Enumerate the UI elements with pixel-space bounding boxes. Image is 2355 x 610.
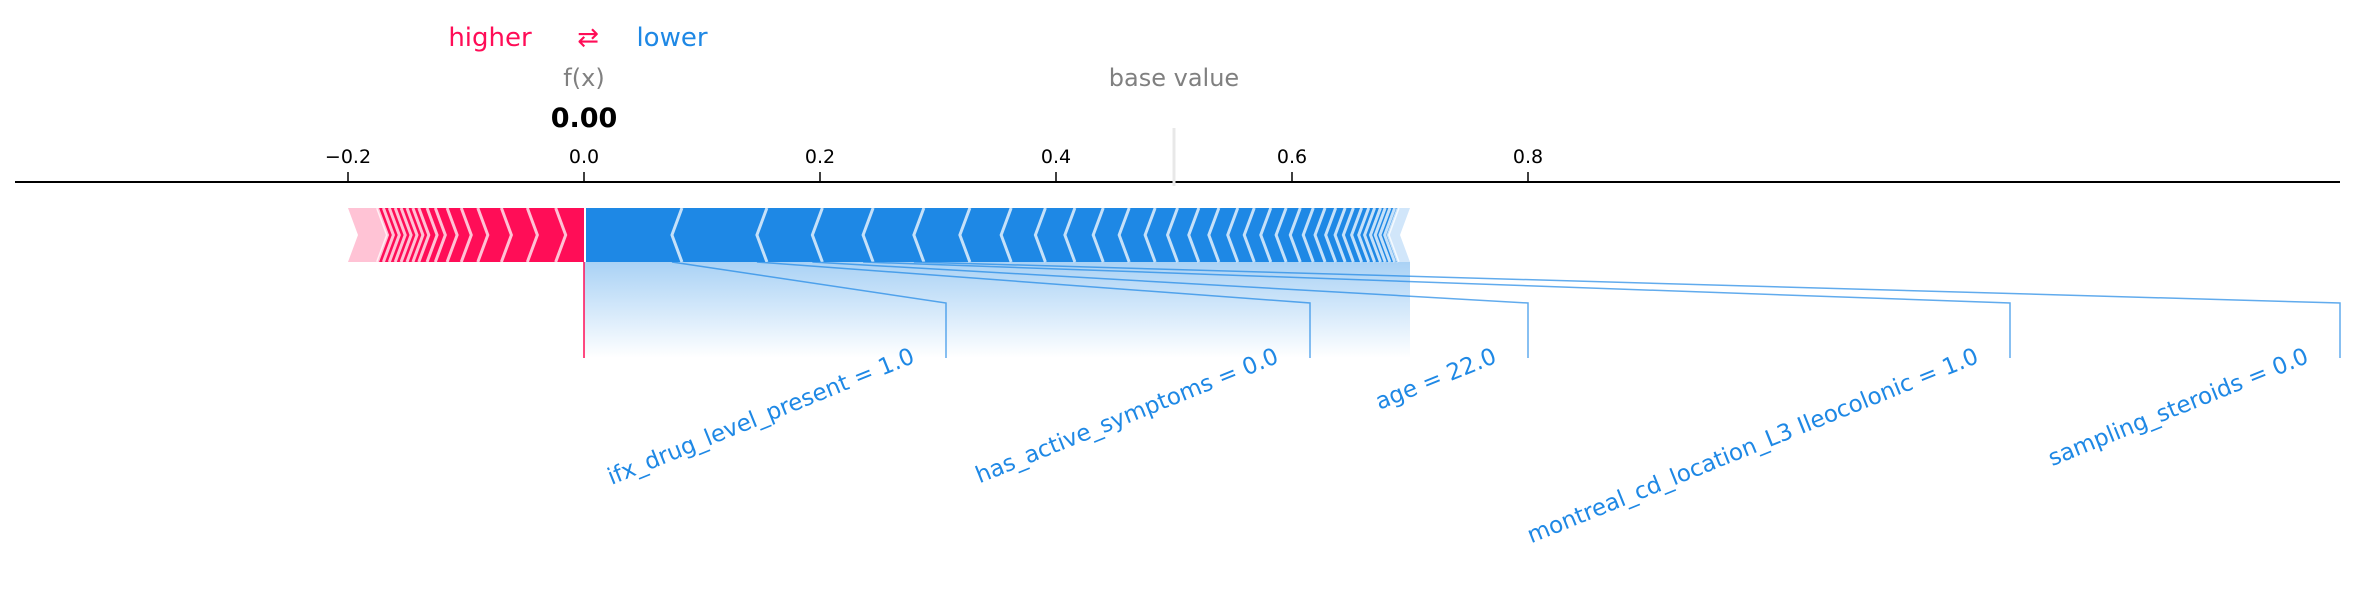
negative-chevron	[1378, 207, 1392, 263]
x-tick-label: 0.0	[569, 146, 599, 168]
negative-chevron	[1242, 207, 1256, 263]
negative-chevron	[861, 207, 875, 263]
positive-chevron	[459, 207, 473, 263]
x-tick-label: 0.2	[805, 146, 835, 168]
base-value-label: base value	[1109, 64, 1239, 92]
x-tick-label: 0.6	[1277, 146, 1307, 168]
negative-chevron	[1187, 207, 1201, 263]
negative-chevron	[810, 207, 824, 263]
negative-chevron	[999, 207, 1013, 263]
negative-chevron	[1226, 207, 1240, 263]
x-tick-label: −0.2	[325, 146, 371, 168]
negative-chevron	[1117, 207, 1131, 263]
negative-chevron	[1363, 207, 1377, 263]
negative-chevron	[958, 207, 972, 263]
x-tick-label: 0.4	[1041, 146, 1071, 168]
negative-chevron	[1324, 207, 1338, 263]
legend-higher: higher	[448, 23, 532, 53]
negative-chevron	[1368, 207, 1382, 263]
legend-lower: lower	[636, 23, 707, 53]
negative-chevron	[1350, 207, 1364, 263]
positive-chevron	[525, 207, 539, 263]
force-bars	[348, 207, 1410, 263]
positive-chevron	[445, 207, 459, 263]
negative-chevron	[1301, 207, 1315, 263]
positive-chevron	[376, 207, 390, 263]
negative-chevron	[1357, 207, 1371, 263]
positive-tail	[348, 208, 388, 262]
positive-chevron	[411, 207, 425, 263]
feature-label: montreal_cd_location_L3 Ileocolonic = 1.…	[1524, 343, 1983, 548]
positive-chevron	[393, 207, 407, 263]
feature-label: sampling_steroids = 0.0	[2045, 343, 2313, 471]
negative-chevron	[1207, 207, 1221, 263]
positive-chevron	[499, 207, 513, 263]
positive-chevron	[387, 207, 401, 263]
negative-chevron	[1383, 207, 1397, 263]
feature-labels: ifx_drug_level_present = 1.0 has_active_s…	[604, 343, 2312, 548]
feature-label: ifx_drug_level_present = 1.0	[604, 343, 918, 490]
fx-value: 0.00	[551, 103, 618, 134]
negative-chevron	[1274, 207, 1288, 263]
negative-chevron	[1259, 207, 1273, 263]
negative-chevron	[755, 207, 769, 263]
positive-chevron	[399, 207, 413, 263]
negative-chevron	[1341, 207, 1355, 263]
negative-chevron	[1143, 207, 1157, 263]
negative-chevron	[912, 207, 926, 263]
feature-connector	[756, 261, 1311, 358]
negative-chevron	[1063, 207, 1077, 263]
positive-chevron	[425, 207, 439, 263]
legend-arrows-icon: ⇄	[577, 23, 599, 53]
positive-chevron	[433, 207, 447, 263]
x-tick-label: 0.8	[1513, 146, 1543, 168]
positive-chevron	[405, 207, 419, 263]
negative-chevron	[1313, 207, 1327, 263]
feature-label: has_active_symptoms = 0.0	[972, 343, 1282, 489]
positive-chevron	[476, 207, 490, 263]
negative-chevron	[1033, 207, 1047, 263]
positive-chevron	[417, 207, 431, 263]
feature-connector	[812, 261, 1529, 358]
x-axis-ticks: −0.2 0.0 0.2 0.4 0.6 0.8	[325, 146, 1543, 182]
positive-chevron	[554, 207, 568, 263]
feature-connectors	[671, 261, 2341, 358]
negative-chevron	[670, 207, 684, 263]
feature-connector	[671, 261, 947, 358]
positive-chevron	[381, 207, 395, 263]
negative-chevron	[1373, 207, 1387, 263]
negative-chevron	[1333, 207, 1347, 263]
negative-chevron	[1288, 207, 1302, 263]
negative-fade-area	[584, 262, 1410, 358]
negative-chevron	[1386, 207, 1400, 263]
negative-chevron	[1165, 207, 1179, 263]
feature-connector	[913, 261, 2341, 358]
fx-label: f(x)	[563, 64, 604, 92]
negative-chevron	[1091, 207, 1105, 263]
feature-connector	[863, 261, 2011, 358]
